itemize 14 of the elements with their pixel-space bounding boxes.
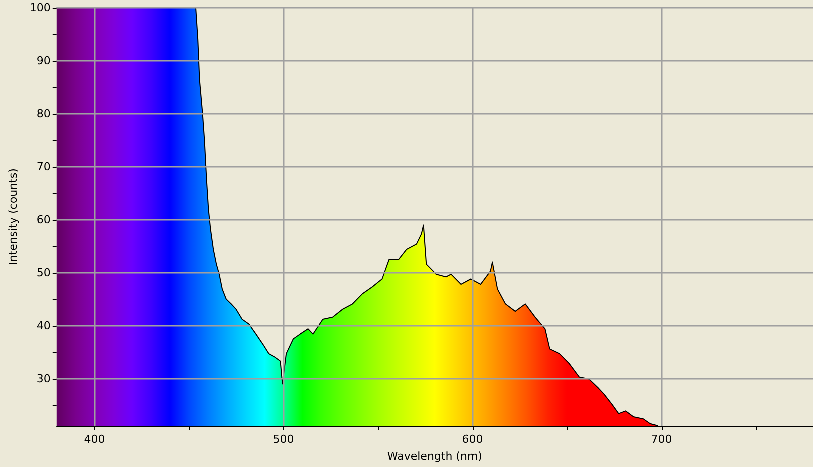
y-tick-label: 30 — [36, 372, 51, 386]
y-tick-label: 40 — [36, 319, 51, 332]
x-tick-label: 700 — [651, 433, 672, 446]
x-tick-label: 600 — [462, 433, 484, 446]
y-tick-label: 100 — [30, 2, 51, 14]
y-tick-label: 90 — [36, 54, 51, 68]
y-tick-label: 70 — [36, 160, 51, 174]
x-tick-label: 400 — [84, 433, 106, 446]
y-axis-title: Intensity (counts) — [7, 168, 20, 266]
y-tick-label: 60 — [36, 213, 51, 226]
y-tick-label: 80 — [36, 107, 51, 120]
y-tick-label: 50 — [36, 266, 51, 280]
x-tick-label: 500 — [273, 433, 294, 446]
x-axis-title: Wavelength (nm) — [387, 450, 482, 463]
